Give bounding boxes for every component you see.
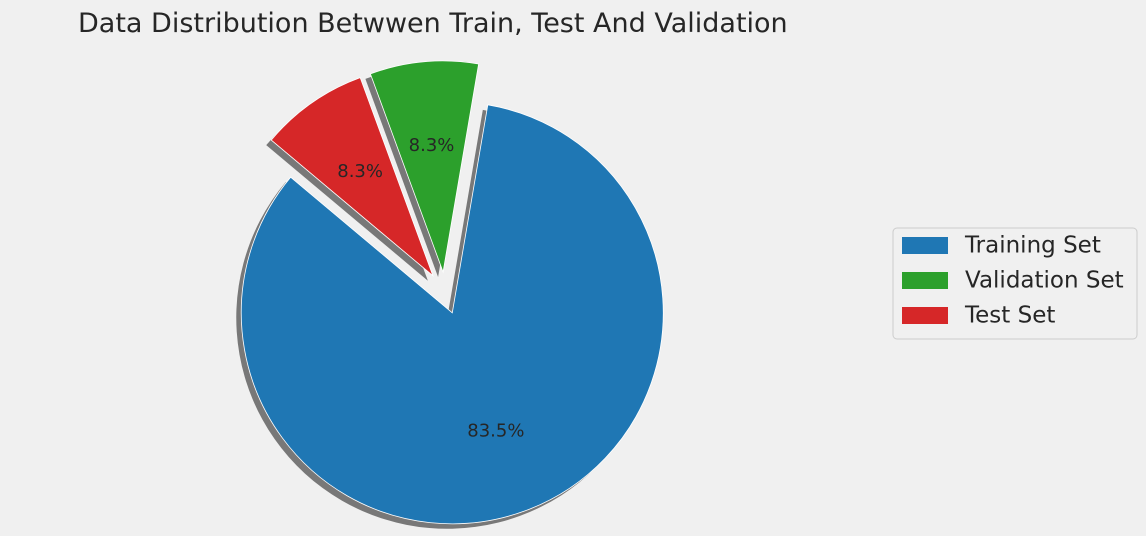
pie-slice-validation-set (369, 60, 480, 274)
pct-label-test-set: 8.3% (337, 161, 383, 182)
pie-slice-layer (240, 60, 664, 525)
legend-label-training-set: Training Set (964, 233, 1101, 259)
legend-box (892, 227, 1138, 340)
legend-swatch-validation-set (902, 272, 948, 289)
legend-label-validation-set: Validation Set (965, 268, 1124, 294)
pie-slice-test-set (270, 77, 434, 278)
legend-label-test-set: Test Set (964, 303, 1055, 329)
pct-label-training-set: 83.5% (467, 421, 524, 442)
pie-slice-training-set (240, 104, 664, 525)
pct-label-validation-set: 8.3% (409, 135, 455, 156)
pie-label-layer: 83.5% 8.3% 8.3% (337, 135, 524, 442)
legend-items: Training Set Validation Set Test Set (902, 233, 1124, 329)
legend-swatch-training-set (902, 237, 948, 254)
legend-swatch-test-set (902, 307, 948, 324)
legend: Training Set Validation Set Test Set (892, 227, 1138, 340)
chart-title: Data Distribution Betwwen Train, Test An… (78, 8, 788, 39)
